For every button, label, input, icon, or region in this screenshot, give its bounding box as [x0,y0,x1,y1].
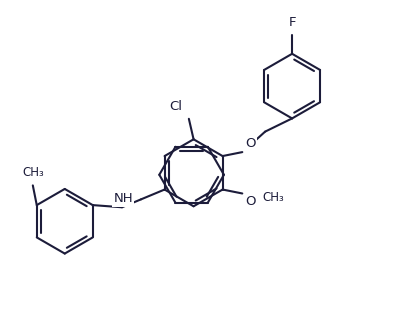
Text: NH: NH [113,192,133,205]
Text: F: F [288,16,296,29]
Text: Cl: Cl [169,100,182,113]
Text: CH₃: CH₃ [263,191,284,204]
Text: CH₃: CH₃ [22,166,44,179]
Text: O: O [245,137,255,150]
Text: O: O [245,195,255,208]
